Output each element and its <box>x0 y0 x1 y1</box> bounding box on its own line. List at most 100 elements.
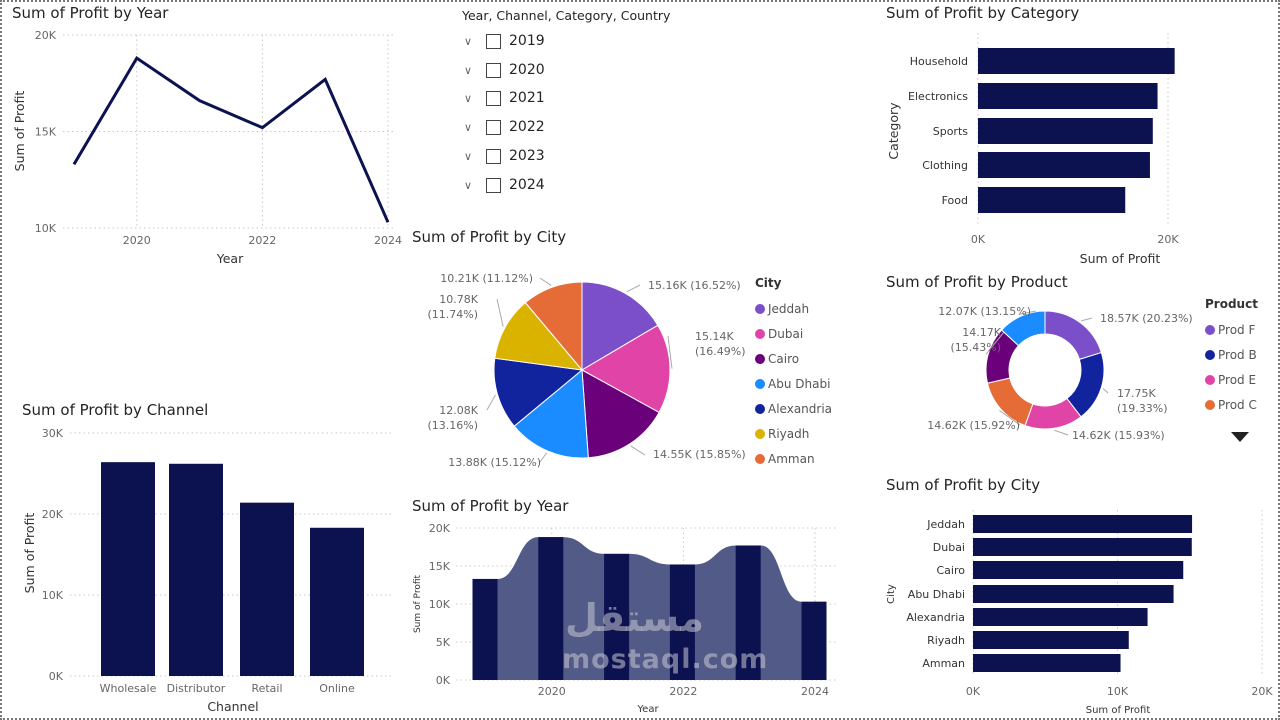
legend-label: Dubai <box>768 326 804 341</box>
legend-item[interactable]: Jeddah <box>755 296 832 321</box>
slicer-item-label: 2022 <box>509 119 545 135</box>
legend-item[interactable]: Dubai <box>755 321 832 346</box>
chevron-down-icon[interactable]: ∨ <box>464 120 473 134</box>
legend-item[interactable]: Prod C <box>1205 392 1258 417</box>
y-tick-label: 10K <box>35 222 57 235</box>
data-label: (19.33%) <box>1117 402 1168 415</box>
data-label: 10.78K <box>439 293 478 306</box>
legend-label: Alexandria <box>768 401 833 416</box>
chevron-down-icon[interactable]: ∨ <box>464 149 473 163</box>
y-axis-title: Category <box>886 102 901 160</box>
chevron-down-icon[interactable]: ∨ <box>464 63 473 77</box>
slicer-item-2019[interactable]: ∨ 2019 <box>464 31 545 51</box>
x-axis-title: Year <box>636 704 659 715</box>
bar <box>538 537 564 680</box>
y-axis-title: Sum of Profit <box>12 91 27 172</box>
leader-line <box>985 331 1005 355</box>
bar <box>101 462 155 676</box>
legend-label: Prod F <box>1218 322 1256 337</box>
bar <box>973 538 1192 556</box>
legend-label: Riyadh <box>768 426 810 441</box>
slicer-item-2022[interactable]: ∨ 2022 <box>464 117 545 137</box>
bar <box>973 608 1148 626</box>
legend-dot-icon <box>755 453 765 464</box>
chevron-down-icon[interactable]: ∨ <box>464 178 473 192</box>
slicer-checkbox[interactable] <box>486 62 501 78</box>
y-tick-label: Riyadh <box>927 634 965 647</box>
bar <box>973 654 1121 672</box>
slicer-checkbox[interactable] <box>486 33 501 49</box>
legend-dot-icon <box>755 428 765 439</box>
slicer-item-2023[interactable]: ∨ 2023 <box>464 146 545 166</box>
legend-label: Prod B <box>1218 347 1257 362</box>
legend-item[interactable]: Prod E <box>1205 367 1258 392</box>
slicer-item-label: 2020 <box>509 62 545 78</box>
x-tick-label: Online <box>319 682 355 695</box>
data-label: 14.62K (15.93%) <box>1072 429 1165 442</box>
x-tick-label: Distributor <box>167 682 226 695</box>
y-tick-label: 10K <box>429 598 451 611</box>
legend-item[interactable]: Amman <box>755 446 832 471</box>
bar <box>472 578 498 680</box>
data-label: 17.75K <box>1117 387 1156 400</box>
watermark-text: mostaql.com <box>562 644 769 675</box>
pie-slice <box>524 281 583 372</box>
legend-item[interactable]: Prod F <box>1205 317 1258 342</box>
bar <box>169 463 223 676</box>
legend-label: Abu Dhabi <box>768 376 831 391</box>
y-tick-label: Cairo <box>937 564 966 577</box>
x-tick-label: 20K <box>1157 233 1179 246</box>
legend-item[interactable]: Alexandria <box>755 396 832 421</box>
leader-line <box>1102 388 1109 394</box>
data-label: 14.17K <box>962 326 1001 339</box>
y-tick-label: 15K <box>35 126 57 139</box>
chevron-down-icon[interactable]: ∨ <box>464 34 473 48</box>
slicer-item-label: 2019 <box>509 33 545 49</box>
legend-dot-icon <box>1205 374 1215 385</box>
leader-line <box>630 445 646 456</box>
slicer-checkbox[interactable] <box>486 90 501 106</box>
leader-line <box>1081 317 1093 322</box>
leader-line <box>496 298 504 327</box>
leader-line <box>626 284 641 293</box>
data-label: 14.55K (15.85%) <box>653 448 746 461</box>
slicer-item-2024[interactable]: ∨ 2024 <box>464 175 545 195</box>
leader-line <box>539 452 548 463</box>
legend-dot-icon <box>755 378 765 389</box>
slicer-checkbox[interactable] <box>486 177 501 193</box>
category-chart-title: Sum of Profit by Category <box>886 4 1080 22</box>
slicer-item-label: 2021 <box>509 90 545 106</box>
legend-item[interactable]: Prod B <box>1205 342 1258 367</box>
slicer-title: Year, Channel, Category, Country <box>462 8 671 23</box>
slicer-checkbox[interactable] <box>486 148 501 164</box>
leader-line <box>486 394 496 411</box>
x-tick-label: 0K <box>966 685 981 698</box>
slicer-checkbox[interactable] <box>486 119 501 135</box>
y-tick-label: Household <box>910 55 968 68</box>
leader-line <box>1054 429 1069 436</box>
bar <box>310 527 364 676</box>
y-tick-label: 20K <box>42 508 64 521</box>
legend-item[interactable]: Abu Dhabi <box>755 371 832 396</box>
slicer-item-2020[interactable]: ∨ 2020 <box>464 60 545 80</box>
x-tick-label: 2020 <box>538 685 566 698</box>
legend-label: Cairo <box>768 351 800 366</box>
legend-item[interactable]: Cairo <box>755 346 832 371</box>
channel-chart-title: Sum of Profit by Channel <box>22 401 209 419</box>
legend-more-icon[interactable] <box>1231 432 1249 442</box>
legend-dot-icon <box>1205 324 1215 335</box>
slicer-item-2021[interactable]: ∨ 2021 <box>464 88 545 108</box>
data-label: 13.88K (15.12%) <box>448 456 541 469</box>
x-tick-label: 2024 <box>801 685 829 698</box>
x-axis-title: Sum of Profit <box>1080 251 1161 266</box>
x-tick-label: 2022 <box>669 685 697 698</box>
leader-line <box>999 410 1021 426</box>
bar <box>669 564 695 680</box>
y-tick-label: 30K <box>42 427 64 440</box>
legend-dot-icon <box>755 353 765 364</box>
chevron-down-icon[interactable]: ∨ <box>464 91 473 105</box>
data-label: 12.07K (13.15%) <box>938 305 1031 318</box>
legend-item[interactable]: Riyadh <box>755 421 832 446</box>
y-tick-label: Electronics <box>908 90 968 103</box>
data-label: (16.49%) <box>695 345 746 358</box>
